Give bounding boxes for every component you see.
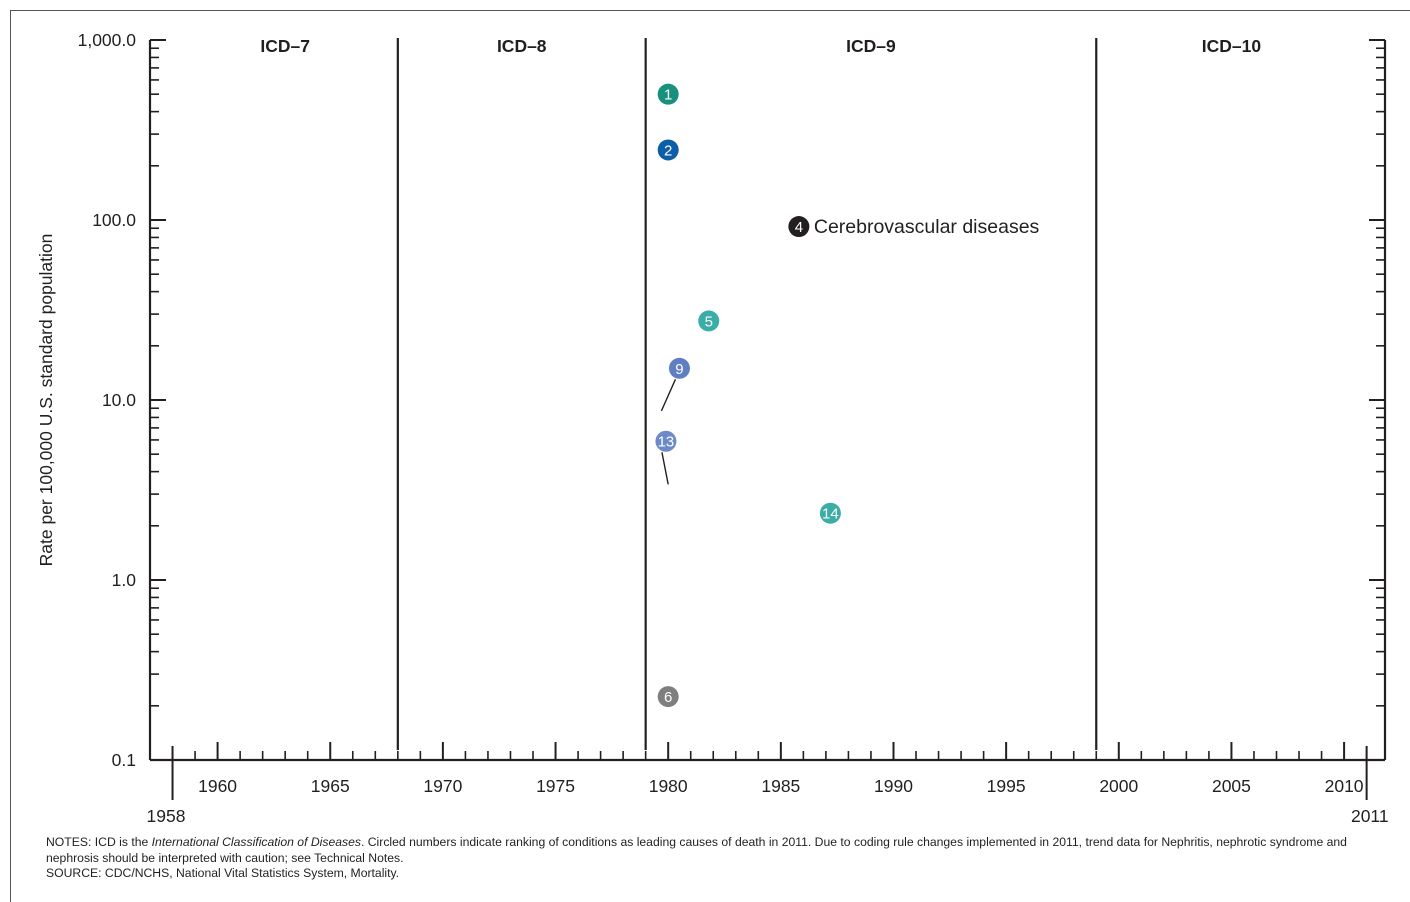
source-text: SOURCE: CDC/NCHS, National Vital Statist… bbox=[46, 866, 400, 880]
rank-number: 1 bbox=[664, 87, 672, 104]
rank-circle bbox=[655, 430, 677, 452]
rank-circle bbox=[698, 310, 720, 332]
x-start-label: 1958 bbox=[147, 806, 186, 826]
x-tick-label: 1975 bbox=[536, 776, 575, 796]
rank-circle bbox=[657, 139, 679, 161]
x-tick-label: 1965 bbox=[311, 776, 350, 796]
icd-period-label: ICD–8 bbox=[497, 36, 547, 56]
rank-marker-5: 5 bbox=[698, 310, 720, 332]
x-tick-label: 1995 bbox=[987, 776, 1026, 796]
figure-frame bbox=[10, 10, 1410, 902]
rank-circle bbox=[668, 357, 690, 379]
icd-period-label: ICD–7 bbox=[260, 36, 310, 56]
notes-text: NOTES: ICD is the International Classifi… bbox=[46, 835, 1347, 865]
x-tick-label: 1980 bbox=[649, 776, 688, 796]
chart-notes: NOTES: ICD is the International Classifi… bbox=[46, 835, 1386, 882]
x-tick-label: 1960 bbox=[198, 776, 237, 796]
y-tick-label: 1,000.0 bbox=[78, 30, 137, 50]
rank-circle bbox=[657, 686, 679, 708]
y-tick-label: 10.0 bbox=[102, 390, 136, 410]
rank-circle bbox=[657, 83, 679, 105]
y-tick-label: 100.0 bbox=[92, 210, 136, 230]
rank-number: 5 bbox=[705, 313, 713, 330]
rank-circle bbox=[819, 502, 841, 524]
x-tick-label: 1985 bbox=[761, 776, 800, 796]
rank-marker-13: 13 bbox=[655, 430, 677, 452]
marker-label: Cerebrovascular diseases bbox=[814, 216, 1040, 238]
y-axis-label: Rate per 100,000 U.S. standard populatio… bbox=[36, 234, 56, 567]
rank-number: 9 bbox=[675, 361, 683, 378]
x-end-label: 2011 bbox=[1351, 806, 1389, 826]
rank-number: 14 bbox=[822, 506, 839, 523]
rank-marker-2: 2 bbox=[657, 139, 679, 161]
rank-circle bbox=[788, 216, 810, 238]
x-tick-label: 2000 bbox=[1099, 776, 1138, 796]
y-tick-label: 1.0 bbox=[112, 570, 137, 590]
rank-number: 13 bbox=[658, 434, 675, 451]
icd-period-label: ICD–10 bbox=[1202, 36, 1262, 56]
icd-periods: ICD–7 ICD–8 ICD–9 ICD–10 bbox=[260, 36, 1261, 750]
data-markers: 1 2 4 Cerebrovascular diseases 5 9 13 14 6 bbox=[655, 83, 1040, 708]
x-tick-label: 1990 bbox=[874, 776, 913, 796]
rank-marker-14: 14 bbox=[819, 502, 841, 524]
rank-marker-1: 1 bbox=[657, 83, 679, 105]
leader-line bbox=[661, 452, 669, 485]
x-tick-label: 2005 bbox=[1212, 776, 1251, 796]
y-tick-label: 0.1 bbox=[112, 750, 136, 770]
rank-number: 4 bbox=[795, 219, 803, 236]
icd-period-label: ICD–9 bbox=[846, 36, 896, 56]
rank-marker-9: 9 bbox=[668, 357, 690, 379]
leader-line bbox=[660, 379, 677, 412]
x-tick-label: 2010 bbox=[1325, 776, 1364, 796]
x-tick-label: 1970 bbox=[423, 776, 462, 796]
rank-marker-4: 4 Cerebrovascular diseases bbox=[788, 216, 1040, 238]
rank-number: 2 bbox=[664, 142, 672, 159]
rank-number: 6 bbox=[664, 689, 672, 706]
rank-marker-6: 6 bbox=[657, 686, 679, 708]
